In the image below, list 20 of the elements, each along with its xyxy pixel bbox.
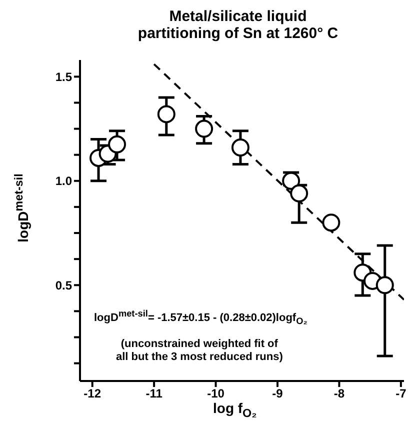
x-tick-label: -10 (207, 386, 225, 401)
point (108, 135, 126, 154)
x-tick-label: -7 (396, 386, 407, 401)
annotation: (unconstrained weighted fit of all but the 3 most reduced runs) (116, 338, 283, 363)
y-tick-label: 1.0 (55, 174, 72, 188)
x-tick-label: -8 (334, 386, 345, 401)
chart-title: Metal/silicate liquid partitioning of Sn at 1260° C (138, 8, 338, 42)
point (322, 214, 340, 232)
point (290, 184, 308, 202)
point (157, 105, 176, 124)
x-tick-label: -12 (84, 386, 102, 401)
point (231, 138, 250, 157)
x-axis-title: log f$_{O₂}$ (213, 400, 257, 420)
point (195, 120, 214, 138)
y-tick-label: 0.5 (55, 278, 72, 292)
x-tick-label: -9 (272, 386, 284, 401)
annotation: logD$^{met-sil}$= -1.57±0.15 - (0.28±0.02)logf$_{O₂}$ (94, 308, 308, 326)
x-tick-label: -11 (146, 386, 163, 401)
point (376, 276, 394, 294)
y-tick-label: 1.5 (55, 70, 72, 84)
